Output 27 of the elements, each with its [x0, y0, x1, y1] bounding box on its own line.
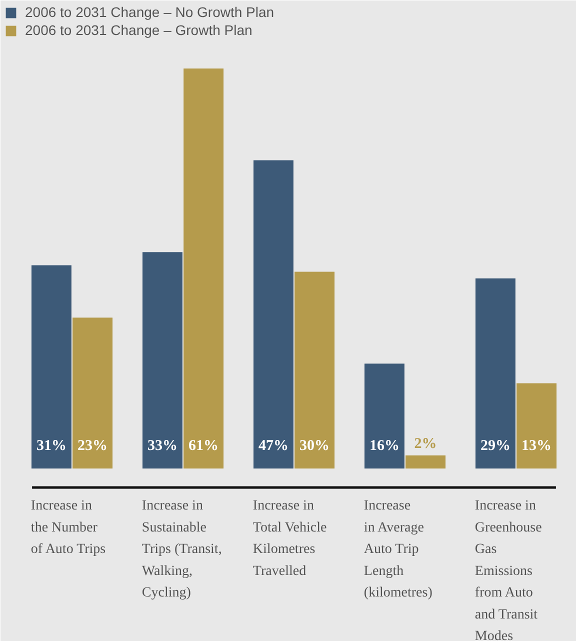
data-label: 2% — [414, 436, 437, 452]
x-tick-label: Increase in the Number of Auto Trips — [30, 498, 106, 557]
x-tick-label: Increase in Greenhouse Gas Emissions from Auto and Transit Modes — [474, 498, 542, 641]
bar — [253, 160, 294, 468]
data-label: 33% — [147, 438, 178, 454]
data-label: 47% — [258, 438, 288, 454]
bar — [142, 252, 182, 468]
data-label: 31% — [36, 438, 66, 454]
bar — [406, 455, 446, 468]
bar — [72, 318, 113, 468]
bar — [516, 383, 557, 468]
legend-label: 2006 to 2031 Change – Growth Plan — [25, 22, 252, 38]
x-tick-label: Increase in Sustainable Trips (Transit, Walking, Cycling) — [142, 498, 222, 600]
bar — [364, 364, 404, 468]
x-tick-label: Increase in Average Auto Trip Length (kilometres) — [364, 498, 433, 600]
bar — [294, 272, 335, 468]
data-label: 13% — [522, 438, 552, 454]
legend-label: 2006 to 2031 Change – No Growth Plan — [25, 4, 274, 20]
bar — [184, 68, 224, 468]
x-tick-label: Increase in Total Vehicle Kilometres Travelled — [252, 498, 327, 579]
data-label: 23% — [78, 438, 108, 454]
data-label: 61% — [188, 438, 219, 454]
data-label: 29% — [480, 438, 510, 454]
bar — [475, 278, 516, 468]
bar — [31, 265, 72, 468]
data-label: 30% — [300, 438, 330, 454]
data-label: 16% — [369, 438, 400, 454]
